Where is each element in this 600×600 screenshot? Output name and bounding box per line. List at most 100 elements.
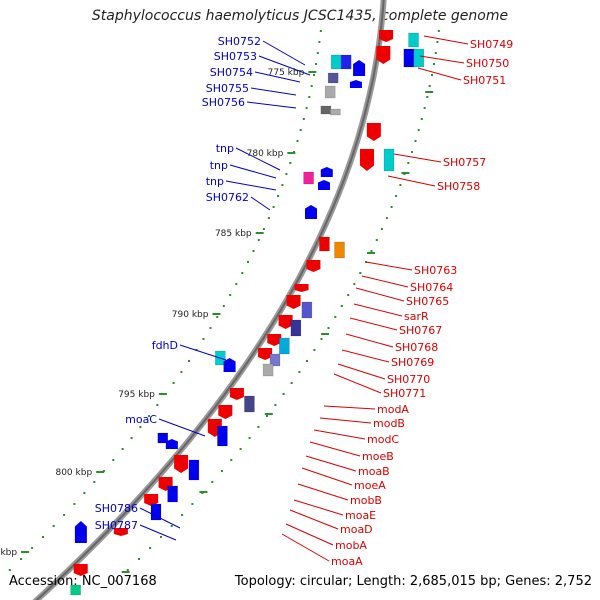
gene-block xyxy=(167,485,178,503)
ring-dot xyxy=(148,415,150,417)
gene-arrow-reverse xyxy=(144,494,159,506)
forward-leader xyxy=(235,147,281,171)
gene-block xyxy=(301,301,313,319)
reverse-gene-label: modB xyxy=(373,417,405,430)
reverse-leader xyxy=(341,349,390,363)
ring-dot xyxy=(31,547,34,549)
ring-dot xyxy=(181,514,184,516)
gene-block xyxy=(319,236,330,252)
ring-dot xyxy=(126,569,129,571)
ring-dot xyxy=(417,129,420,131)
forward-leader xyxy=(246,101,297,109)
ring-dot xyxy=(436,41,439,43)
reverse-gene-label: SH0767 xyxy=(399,324,442,337)
reverse-leader xyxy=(301,467,353,486)
gene-arrow-forward xyxy=(353,60,366,76)
forward-leader xyxy=(262,40,306,66)
forward-gene-label: moaC xyxy=(125,413,157,426)
ring-dot xyxy=(209,327,212,329)
ring-dot xyxy=(239,448,242,450)
gene-block xyxy=(70,584,81,596)
ring-dot xyxy=(211,481,214,483)
forward-gene-label: SH0762 xyxy=(206,191,249,204)
ring-dot xyxy=(308,96,311,98)
scale-tick-label: 805 kbp xyxy=(0,548,17,558)
ring-dot xyxy=(327,327,330,329)
ring-dot xyxy=(83,492,86,494)
reverse-leader xyxy=(281,533,330,562)
label-leaders xyxy=(139,35,469,562)
ring-dot xyxy=(319,30,322,32)
ring-dot xyxy=(130,437,133,439)
gene-arrow-reverse xyxy=(286,295,301,309)
accession-text: Accession: NC_007168 xyxy=(9,574,157,589)
gene-arrow-forward xyxy=(320,167,333,177)
reverse-leader xyxy=(337,363,386,380)
gene-arrow-reverse xyxy=(294,284,309,292)
gene-arrow-reverse xyxy=(278,315,293,329)
ring-dot xyxy=(428,85,431,87)
reverse-gene-label: SH0749 xyxy=(470,38,513,51)
forward-gene-label: SH0753 xyxy=(214,50,257,63)
forward-leader xyxy=(179,344,227,361)
reverse-leader xyxy=(345,333,394,348)
gene-block xyxy=(262,363,274,377)
gene-arrow-forward xyxy=(165,439,178,449)
reverse-gene-label: moaD xyxy=(340,523,373,536)
gene-block xyxy=(330,108,341,116)
gene-arrow-reverse xyxy=(229,388,244,400)
scale-tick-label: 785 kbp xyxy=(215,229,252,239)
reverse-gene-label: moaA xyxy=(331,555,363,568)
gene-block xyxy=(188,459,200,481)
gene-arrow-forward xyxy=(223,358,236,372)
ring-dot xyxy=(252,250,255,252)
forward-gene-label: SH0787 xyxy=(95,519,138,532)
ring-dot xyxy=(202,338,205,340)
ring-dot xyxy=(248,437,251,439)
ring-dot xyxy=(423,107,426,109)
ring-dot xyxy=(353,283,356,285)
ring-dot xyxy=(395,195,398,197)
gene-arrow-reverse xyxy=(366,123,381,141)
reverse-leader xyxy=(393,153,442,163)
reverse-leader xyxy=(305,455,357,472)
ring-dot xyxy=(272,206,275,208)
forward-gene-label: SH0752 xyxy=(218,35,261,48)
forward-leader xyxy=(258,55,311,76)
ring-dot xyxy=(149,547,152,549)
gene-arrow-reverse xyxy=(174,455,189,473)
ring-dot xyxy=(257,426,260,428)
ring-dot xyxy=(370,250,373,252)
ring-dot xyxy=(229,294,232,296)
forward-leader xyxy=(254,71,301,83)
gene-block xyxy=(324,85,336,99)
reverse-gene-label: moaE xyxy=(345,509,376,522)
gene-block xyxy=(413,48,425,68)
forward-gene-label: tnp xyxy=(216,142,234,155)
ring-dot xyxy=(160,536,162,538)
reverse-leader xyxy=(309,441,361,457)
ring-dot xyxy=(121,448,124,450)
ring-dot xyxy=(52,525,55,527)
ring-dot xyxy=(434,52,437,54)
gene-block xyxy=(244,395,255,413)
scale-tick-label: 795 kbp xyxy=(118,390,155,400)
gene-block xyxy=(408,32,419,48)
reverse-gene-label: SH0757 xyxy=(443,156,486,169)
ring-dot xyxy=(216,316,219,318)
gene-arrow-reverse xyxy=(360,149,374,171)
ring-dot xyxy=(20,558,22,560)
ring-dot xyxy=(191,503,194,505)
forward-gene-label: SH0756 xyxy=(202,96,245,109)
reverse-leader xyxy=(387,175,436,187)
reverse-leader xyxy=(355,287,405,302)
forward-gene-label: tnp xyxy=(206,175,224,188)
ring-dot xyxy=(380,228,383,230)
gene-arrow-reverse xyxy=(113,528,128,536)
gene-block xyxy=(150,503,162,521)
ring-dot xyxy=(235,283,238,285)
forward-leader xyxy=(158,418,206,437)
ring-dot xyxy=(298,371,301,373)
forward-leader xyxy=(250,196,271,211)
gene-features xyxy=(70,30,425,596)
